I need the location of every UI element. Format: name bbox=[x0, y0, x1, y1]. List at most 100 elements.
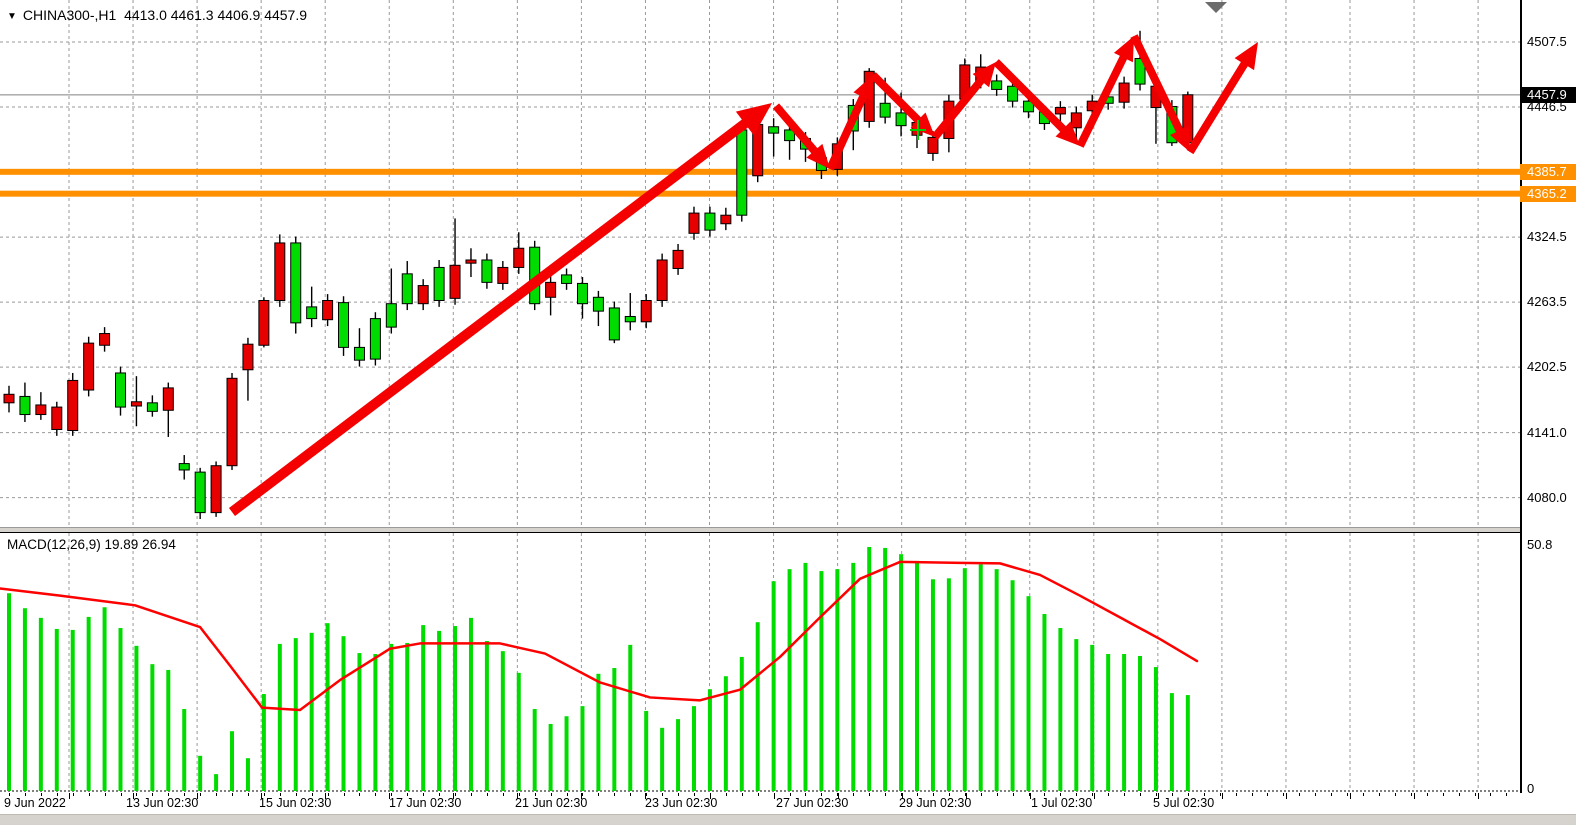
trend-arrow-line[interactable] bbox=[1186, 52, 1254, 155]
macd-histogram-bar bbox=[994, 569, 999, 791]
time-minor-tick bbox=[1411, 793, 1412, 796]
time-minor-tick bbox=[1395, 793, 1396, 796]
time-minor-tick bbox=[646, 793, 647, 796]
time-minor-tick bbox=[694, 793, 695, 796]
candle-body bbox=[465, 259, 477, 264]
time-minor-tick bbox=[121, 793, 122, 796]
macd-histogram-bar bbox=[596, 673, 601, 791]
time-minor-tick bbox=[1140, 793, 1141, 796]
macd-histogram-bar bbox=[293, 638, 298, 791]
time-minor-tick bbox=[1315, 793, 1316, 796]
candle-body bbox=[720, 214, 732, 225]
trend-arrow-head[interactable] bbox=[806, 143, 830, 169]
time-minor-tick bbox=[901, 793, 902, 796]
trend-arrow-line[interactable] bbox=[931, 69, 991, 140]
time-major-tick bbox=[1158, 793, 1159, 799]
trend-arrow-head[interactable] bbox=[735, 103, 772, 136]
time-minor-tick bbox=[1443, 793, 1444, 796]
time-minor-tick bbox=[678, 793, 679, 796]
trend-arrow-line[interactable] bbox=[826, 85, 872, 171]
trend-arrow-line[interactable] bbox=[1130, 34, 1188, 142]
trend-arrow-line[interactable] bbox=[870, 72, 929, 131]
time-minor-tick bbox=[1044, 793, 1045, 796]
macd-histogram-bar bbox=[803, 562, 808, 791]
object-anchor-icon[interactable] bbox=[1205, 2, 1227, 13]
candle-body bbox=[306, 306, 318, 320]
time-major-tick bbox=[453, 793, 454, 799]
time-minor-tick bbox=[1506, 793, 1507, 796]
trend-arrow-head[interactable] bbox=[910, 112, 935, 137]
time-minor-tick bbox=[758, 793, 759, 796]
time-minor-tick bbox=[535, 793, 536, 796]
time-major-tick bbox=[517, 793, 518, 799]
trend-arrow-line[interactable] bbox=[772, 103, 825, 162]
time-minor-tick bbox=[57, 793, 58, 796]
macd-histogram-bar bbox=[1153, 667, 1158, 791]
candle-body bbox=[226, 377, 238, 467]
time-axis-label: 17 Jun 02:30 bbox=[389, 796, 462, 810]
time-minor-tick bbox=[981, 793, 982, 796]
time-minor-tick bbox=[184, 793, 185, 796]
trend-arrow-line[interactable] bbox=[1076, 46, 1132, 148]
time-minor-tick bbox=[1156, 793, 1157, 796]
candle-body bbox=[1054, 107, 1066, 115]
candle-body bbox=[51, 406, 63, 430]
candle-body bbox=[99, 333, 111, 346]
trend-arrow-head[interactable] bbox=[853, 75, 873, 102]
macd-histogram-bar bbox=[357, 653, 362, 791]
candle-body bbox=[688, 212, 700, 234]
macd-histogram-bar bbox=[1169, 693, 1174, 791]
time-minor-tick bbox=[1076, 793, 1077, 796]
symbol-dropdown-icon[interactable]: ▼ bbox=[7, 11, 17, 22]
candle-body bbox=[672, 249, 684, 270]
time-major-tick bbox=[1414, 793, 1415, 799]
time-major-tick bbox=[69, 793, 70, 799]
candle-body bbox=[194, 471, 206, 514]
pane-splitter[interactable] bbox=[0, 527, 1576, 533]
time-minor-tick bbox=[885, 793, 886, 796]
time-minor-tick bbox=[1490, 793, 1491, 796]
time-minor-tick bbox=[471, 793, 472, 796]
time-minor-tick bbox=[1172, 793, 1173, 796]
time-minor-tick bbox=[136, 793, 137, 796]
time-minor-tick bbox=[805, 793, 806, 796]
quote-ohlc-values bbox=[116, 7, 124, 23]
trend-arrow-head[interactable] bbox=[1170, 125, 1190, 152]
time-minor-tick bbox=[168, 793, 169, 796]
macd-indicator-pane[interactable]: MACD(12,26,9) 19.89 26.94 bbox=[0, 532, 1520, 794]
candle-body bbox=[513, 247, 525, 268]
horizontal-level-line[interactable] bbox=[0, 190, 1520, 197]
candle-body bbox=[895, 112, 907, 127]
time-minor-tick bbox=[105, 793, 106, 796]
main-chart-pane[interactable]: ▼ CHINA300-,H1 4413.0 4461.3 4406.9 4457.… bbox=[0, 0, 1520, 527]
time-minor-tick bbox=[487, 793, 488, 796]
candle-body bbox=[1118, 82, 1130, 103]
time-major-tick bbox=[1350, 793, 1351, 799]
trend-arrow-head[interactable] bbox=[972, 62, 996, 88]
time-minor-tick bbox=[359, 793, 360, 796]
level-price-label: 4365.2 bbox=[1520, 185, 1576, 202]
macd-histogram-bar bbox=[628, 644, 633, 791]
macd-histogram-bar bbox=[453, 626, 458, 791]
price-axis[interactable]: 4507.5 4446.5 4324.5 4263.5 4202.5 4141.0 4080… bbox=[1520, 0, 1576, 796]
candle-body bbox=[640, 299, 652, 323]
candle-body bbox=[991, 80, 1003, 90]
time-axis[interactable]: 9 Jun 2022 13 Jun 02:30 15 Jun 02:30 17 Jun… bbox=[0, 793, 1576, 814]
macd-histogram-bar bbox=[1106, 654, 1111, 791]
time-minor-tick bbox=[598, 793, 599, 796]
trend-arrow-line[interactable] bbox=[993, 59, 1074, 140]
trend-arrow-head[interactable] bbox=[1055, 121, 1080, 146]
price-axis-label: 4263.5 bbox=[1527, 294, 1567, 310]
time-major-tick bbox=[1286, 793, 1287, 799]
price-axis-label: 4141.0 bbox=[1527, 424, 1567, 440]
time-minor-tick bbox=[280, 793, 281, 796]
candle-body bbox=[385, 303, 397, 328]
macd-histogram-bar bbox=[899, 554, 904, 791]
trend-arrow-head[interactable] bbox=[1234, 42, 1258, 71]
time-axis-label: 29 Jun 02:30 bbox=[899, 796, 972, 810]
macd-histogram-bar bbox=[819, 571, 824, 791]
time-major-tick bbox=[710, 793, 711, 799]
trend-arrow-head[interactable] bbox=[1113, 36, 1134, 63]
trend-arrow-line[interactable] bbox=[228, 110, 761, 516]
